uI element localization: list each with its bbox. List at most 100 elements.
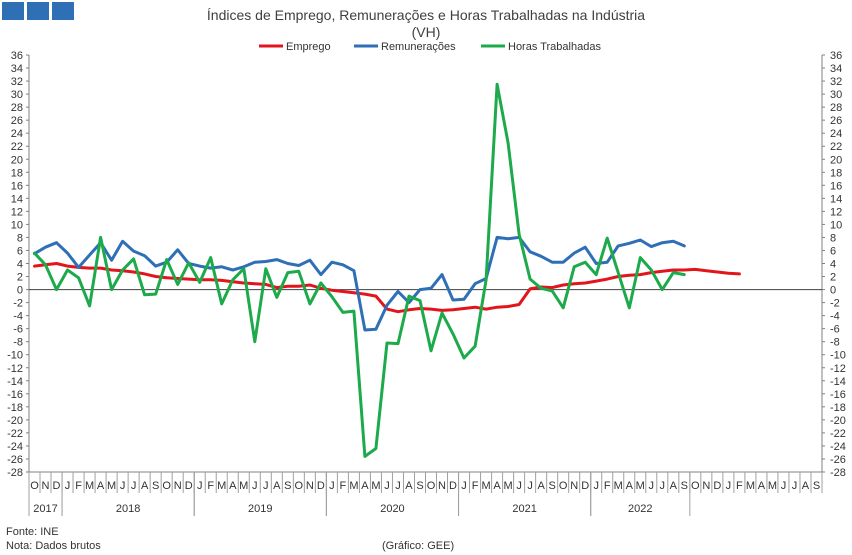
x-tick-label: M <box>107 480 116 492</box>
data-point <box>551 290 553 292</box>
data-point <box>44 264 47 266</box>
data-point <box>276 258 278 261</box>
y-tick-label-left: -6 <box>13 324 23 336</box>
data-point <box>320 282 322 284</box>
x-tick-label: A <box>626 480 634 492</box>
y-tick-label-right: -28 <box>830 467 846 479</box>
data-point <box>364 329 366 331</box>
y-tick-label-left: 30 <box>11 89 23 101</box>
data-point <box>408 309 410 311</box>
data-point <box>738 273 741 275</box>
x-tick-label: M <box>481 480 490 492</box>
data-point <box>639 239 642 241</box>
year-label: 2021 <box>512 503 536 515</box>
y-tick-label-left: -12 <box>7 363 23 375</box>
data-point <box>176 277 179 280</box>
data-point <box>220 279 223 282</box>
data-point <box>342 290 344 293</box>
data-point <box>309 259 311 262</box>
x-tick-label: A <box>361 480 369 492</box>
data-point <box>496 236 498 239</box>
x-tick-label: A <box>670 480 678 492</box>
data-point <box>375 328 377 331</box>
chart-credit: (Gráfico: GEE) <box>382 540 455 552</box>
data-point <box>309 303 311 305</box>
data-point <box>320 273 322 276</box>
y-tick-label-left: -8 <box>13 337 23 349</box>
x-tick-label: O <box>559 480 568 492</box>
data-point <box>683 245 686 247</box>
x-tick-label: O <box>30 480 39 492</box>
y-tick-label-right: 14 <box>830 193 842 205</box>
x-tick-label: S <box>681 480 688 492</box>
y-tick-label-left: 36 <box>11 50 23 62</box>
data-point <box>342 264 344 266</box>
data-point <box>375 447 377 450</box>
data-point <box>474 306 476 309</box>
data-point <box>617 245 619 247</box>
legend-label: Remunerações <box>381 41 456 53</box>
x-tick-label: D <box>713 480 721 492</box>
x-tick-label: M <box>504 480 513 492</box>
data-point <box>397 310 399 313</box>
data-point <box>529 278 531 280</box>
data-point <box>430 287 432 290</box>
series-line <box>33 235 686 332</box>
data-point <box>220 303 223 305</box>
data-point <box>474 345 476 348</box>
x-tick-label: O <box>691 480 700 492</box>
data-point <box>716 271 719 273</box>
data-point <box>209 279 212 281</box>
x-tick-label: A <box>97 480 105 492</box>
series-group <box>33 82 741 458</box>
x-tick-label: N <box>42 480 50 492</box>
data-point <box>132 250 135 252</box>
data-point <box>485 308 487 310</box>
data-point <box>452 299 454 301</box>
y-tick-label-right: 22 <box>830 141 842 153</box>
y-tick-label-left: 0 <box>17 285 23 297</box>
data-point <box>66 252 69 254</box>
data-point <box>276 286 278 289</box>
data-point <box>287 285 289 288</box>
x-tick-label: M <box>217 480 226 492</box>
y-tick-label-right: 0 <box>830 285 836 297</box>
legend-label: Horas Trabalhadas <box>508 41 601 53</box>
y-tick-label-left: -28 <box>7 467 23 479</box>
x-tick-label: F <box>472 480 479 492</box>
data-point <box>683 269 686 271</box>
data-point <box>573 282 575 285</box>
data-point <box>650 269 653 271</box>
data-point <box>397 342 399 345</box>
x-tick-label: D <box>449 480 457 492</box>
x-tick-label: J <box>593 480 599 492</box>
y-tick-label-right: -14 <box>830 376 846 388</box>
data-point <box>474 282 476 285</box>
data-point <box>386 342 388 344</box>
data-point <box>298 285 300 288</box>
x-tick-label: M <box>768 480 777 492</box>
x-tick-label: J <box>329 480 335 492</box>
y-tick-label-left: 28 <box>11 102 23 114</box>
x-tick-label: J <box>395 480 401 492</box>
year-label: 2017 <box>33 503 57 515</box>
x-tick-label: J <box>516 480 522 492</box>
x-tick-label: D <box>185 480 193 492</box>
year-label: 2018 <box>116 503 140 515</box>
data-point <box>441 309 443 312</box>
data-point <box>99 267 102 269</box>
series-line <box>33 82 686 458</box>
legend: Emprego Remunerações Horas Trabalhadas <box>259 41 601 53</box>
year-label: 2020 <box>380 503 404 515</box>
data-point <box>232 279 234 281</box>
x-tick-label: N <box>702 480 710 492</box>
data-point <box>254 261 256 264</box>
x-tick-label: M <box>614 480 623 492</box>
data-point <box>397 290 399 293</box>
data-point <box>88 254 91 256</box>
x-tick-label: J <box>197 480 203 492</box>
data-point <box>584 282 586 284</box>
y-tick-label-left: -14 <box>7 376 23 388</box>
y-tick-label-right: -20 <box>830 415 846 427</box>
